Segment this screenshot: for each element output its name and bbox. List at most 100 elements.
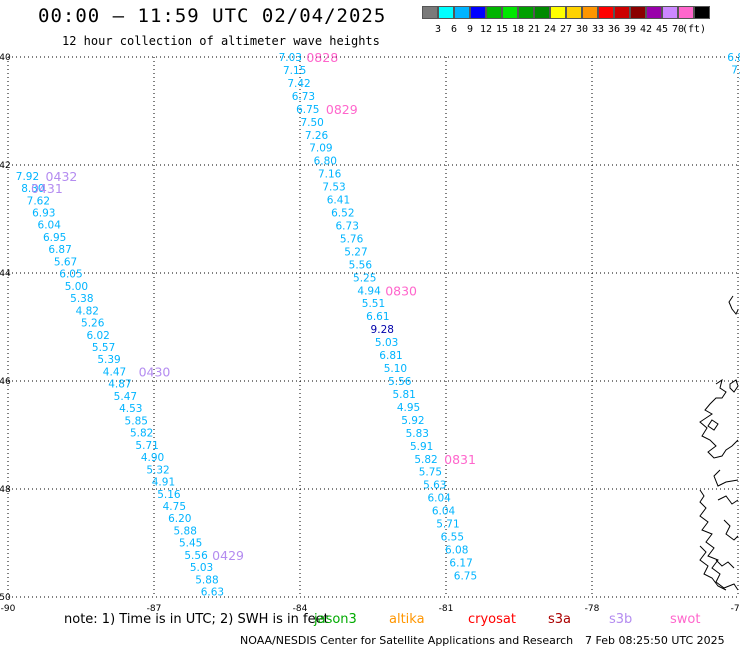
swh-value-label: 5.26 bbox=[81, 318, 105, 330]
swh-value-label: 5.03 bbox=[190, 562, 213, 574]
swh-value-label: 6.63 bbox=[201, 587, 224, 599]
legend-label: 36 bbox=[607, 24, 621, 35]
legend-swatch bbox=[534, 6, 550, 19]
latitude-tick-label: -48 bbox=[0, 485, 11, 495]
swh-value-label: 6.73 bbox=[336, 220, 359, 232]
legend-label: 3 bbox=[434, 24, 442, 35]
swh-value-label: 4.47 bbox=[103, 366, 126, 378]
swh-value-label: 6.20 bbox=[168, 513, 191, 525]
legend-swatch bbox=[470, 6, 486, 19]
swh-value-label: 5.67 bbox=[54, 256, 77, 268]
coastline bbox=[729, 379, 739, 393]
legend-label: 12 bbox=[479, 24, 493, 35]
swh-value-label: 5.39 bbox=[97, 354, 120, 366]
legend-label: 15 bbox=[495, 24, 509, 35]
satellite-label-s3a: s3a bbox=[548, 612, 572, 627]
swh-value-label: 5.91 bbox=[410, 441, 433, 453]
legend-swatch bbox=[630, 6, 646, 19]
swh-value-label: 6.95 bbox=[43, 232, 66, 244]
swh-value-label: 7.09 bbox=[309, 143, 332, 155]
legend-swatch bbox=[486, 6, 502, 19]
legend-swatch bbox=[598, 6, 614, 19]
footer-note: note: 1) Time is in UTC; 2) SWH is in fe… bbox=[64, 612, 329, 627]
swh-value-label: 5.56 bbox=[388, 376, 412, 388]
legend-label: 70 bbox=[671, 24, 685, 35]
longitude-tick-label: -90 bbox=[1, 604, 16, 614]
swh-value-label: 4.95 bbox=[397, 402, 420, 414]
swh-value-label: 7. bbox=[739, 77, 740, 89]
legend-label: 27 bbox=[559, 24, 573, 35]
swh-value-label: 5.25 bbox=[353, 272, 376, 284]
swh-value-label: 5.71 bbox=[135, 440, 158, 452]
swh-value-label: 6.04 bbox=[38, 220, 62, 232]
swh-value-label: 5.85 bbox=[125, 415, 148, 427]
coastline bbox=[707, 419, 719, 431]
swh-value-label: 5.32 bbox=[146, 464, 169, 476]
swh-value-label: 5.88 bbox=[174, 525, 197, 537]
swh-value-label: 6.93 bbox=[32, 207, 55, 219]
swh-value-label: 5.00 bbox=[65, 281, 88, 293]
swh-value-label: 5.10 bbox=[384, 363, 407, 375]
swh-value-label: 7.62 bbox=[27, 195, 50, 207]
swh-value-label: 4.94 bbox=[357, 285, 381, 297]
swh-value-label: 6.75 bbox=[454, 570, 477, 582]
pass-time-label: 0432 bbox=[46, 169, 78, 184]
swh-value-label: 7.5 bbox=[731, 65, 740, 77]
latitude-tick-label: -44 bbox=[0, 269, 11, 279]
legend-swatch bbox=[422, 6, 438, 19]
swh-value-label: 5.82 bbox=[414, 454, 437, 466]
swh-value-label: 4.82 bbox=[76, 305, 99, 317]
legend-swatch bbox=[662, 6, 678, 19]
swh-value-label: 5.03 bbox=[375, 337, 398, 349]
legend-label: 18 bbox=[511, 24, 525, 35]
legend-label: 30 bbox=[575, 24, 589, 35]
swh-value-label: 5.45 bbox=[179, 538, 202, 550]
legend-swatch bbox=[566, 6, 582, 19]
swh-value-label: 4.91 bbox=[152, 477, 175, 489]
swh-value-label: 5.63 bbox=[423, 480, 446, 492]
map-title: 00:00 – 11:59 UTC 02/04/2025 bbox=[38, 5, 387, 27]
swh-value-label: 5.81 bbox=[392, 389, 415, 401]
generated-timestamp: 7 Feb 08:25:50 UTC 2025 bbox=[585, 634, 725, 647]
satellite-label-s3b: s3b bbox=[609, 612, 633, 627]
swh-value-label: 7.42 bbox=[287, 78, 310, 90]
swh-value-label: 6.02 bbox=[86, 330, 109, 342]
legend-label: 9 bbox=[466, 24, 474, 35]
swh-value-label: 6.41 bbox=[327, 195, 350, 207]
swh-value-label: 4.75 bbox=[163, 501, 186, 513]
swh-value-label: 6.08 bbox=[445, 544, 468, 556]
coastline bbox=[699, 378, 739, 459]
swh-value-label: 5.92 bbox=[401, 415, 424, 427]
satellite-label-cryosat: cryosat bbox=[468, 612, 516, 627]
swh-value-label: 5.75 bbox=[419, 467, 442, 479]
latitude-tick-label: -40 bbox=[0, 53, 11, 63]
longitude-tick-label: -78 bbox=[585, 604, 600, 614]
swh-value-label: 5.38 bbox=[70, 293, 93, 305]
longitude-tick-label: -75 bbox=[731, 604, 740, 614]
legend-label: 21 bbox=[527, 24, 541, 35]
coastline bbox=[699, 545, 727, 591]
swh-value-label: 7.53 bbox=[322, 182, 345, 194]
legend-swatch bbox=[614, 6, 630, 19]
pass-time-label: 0831 bbox=[444, 452, 476, 467]
swh-value-label: 8.30 bbox=[21, 183, 44, 195]
legend-swatch bbox=[678, 6, 694, 19]
swh-value-label: 6.55 bbox=[441, 532, 464, 544]
legend-swatch bbox=[694, 6, 710, 19]
coastline bbox=[728, 295, 739, 315]
swh-value-label: 7.03 bbox=[279, 52, 302, 64]
legend-swatch bbox=[582, 6, 598, 19]
latitude-tick-label: -50 bbox=[0, 593, 11, 603]
legend-swatch bbox=[454, 6, 470, 19]
pass-time-label: 0830 bbox=[385, 283, 417, 298]
legend-label: 33 bbox=[591, 24, 605, 35]
legend-swatch bbox=[646, 6, 662, 19]
swh-value-label: 6.17 bbox=[449, 557, 472, 569]
swh-value-label: 5.83 bbox=[406, 428, 429, 440]
coastline bbox=[723, 519, 739, 541]
map-subtitle: 12 hour collection of altimeter wave hei… bbox=[62, 34, 380, 48]
legend-swatch bbox=[550, 6, 566, 19]
swh-value-label: 5.56 bbox=[349, 259, 373, 271]
swh-value-label: 7.16 bbox=[318, 169, 342, 181]
latitude-tick-label: -42 bbox=[0, 161, 11, 171]
